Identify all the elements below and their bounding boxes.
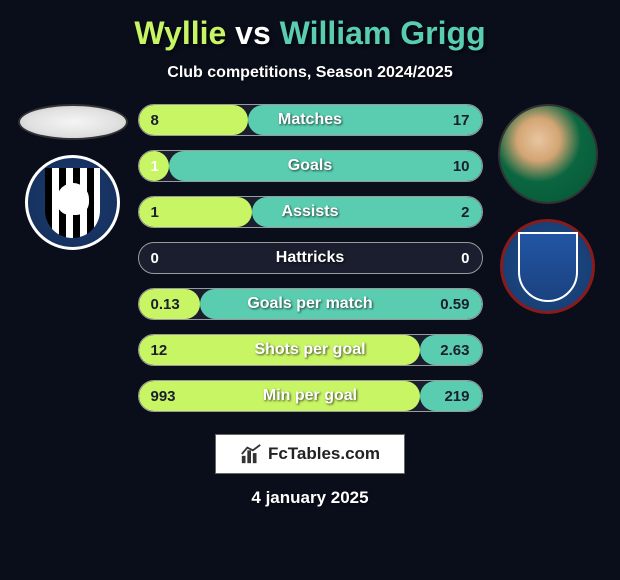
player1-column: [18, 104, 128, 250]
chart-area: 817Matches110Goals12Assists00Hattricks0.…: [10, 104, 610, 412]
stat-value-left: 1: [151, 204, 159, 221]
stat-row: 12 2.63 Shots per goal: [138, 334, 483, 366]
player1-photo: [18, 104, 128, 140]
stat-label: Min per goal: [263, 387, 357, 405]
stat-value-right: 2: [461, 204, 469, 221]
player2-name: William Grigg: [280, 15, 486, 51]
stat-row: 0 0 Hattricks: [138, 242, 483, 274]
vs-text: vs: [235, 15, 271, 51]
stat-value-right: 2.63: [440, 342, 469, 359]
stat-label: Shots per goal: [254, 341, 365, 359]
player1-name: Wyllie: [134, 15, 226, 51]
stat-label: Hattricks: [276, 249, 344, 267]
player1-club-badge: [25, 155, 120, 250]
player2-club-badge: [500, 219, 595, 314]
stat-value-right: 17: [453, 112, 470, 129]
player2-column: [493, 104, 603, 314]
stat-label: Goals: [288, 157, 332, 175]
stat-value-right: 0: [461, 250, 469, 267]
stat-row: 1 10 Goals: [138, 150, 483, 182]
stat-label: Matches: [278, 111, 342, 129]
stat-row: 1 2 Assists: [138, 196, 483, 228]
date: 4 january 2025: [251, 488, 368, 508]
stat-value-left: 12: [151, 342, 168, 359]
stat-value-left: 0.13: [151, 296, 180, 313]
stat-value-left: 1: [151, 158, 159, 175]
stat-row: 0.13 0.59 Goals per match: [138, 288, 483, 320]
stat-label: Goals per match: [247, 295, 372, 313]
stat-label: Assists: [282, 203, 339, 221]
stat-value-right: 10: [453, 158, 470, 175]
chart-icon: [240, 443, 262, 465]
stat-row: 8 17 Matches: [138, 104, 483, 136]
stat-value-right: 0.59: [440, 296, 469, 313]
stat-row: 993 219 Min per goal: [138, 380, 483, 412]
stat-value-right: 219: [444, 388, 469, 405]
stat-value-left: 8: [151, 112, 159, 129]
comparison-title: Wyllie vs William Grigg: [134, 15, 485, 52]
stat-value-left: 993: [151, 388, 176, 405]
player2-photo: [498, 104, 598, 204]
stat-value-left: 0: [151, 250, 159, 267]
stats-column: 817Matches110Goals12Assists00Hattricks0.…: [138, 104, 483, 412]
site-name: FcTables.com: [268, 444, 380, 464]
subtitle: Club competitions, Season 2024/2025: [167, 64, 452, 82]
site-logo: FcTables.com: [215, 434, 405, 474]
